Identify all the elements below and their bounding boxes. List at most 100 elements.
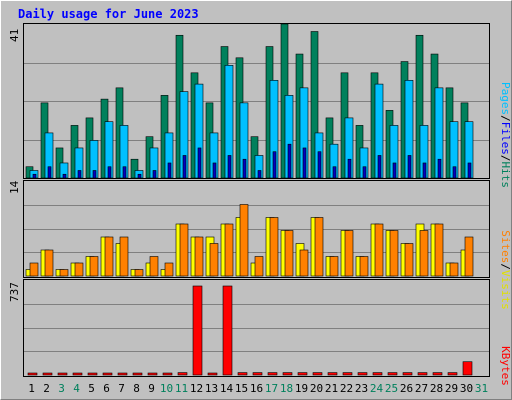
x-tick-18: 18	[280, 382, 293, 395]
bar-kbytes-21	[327, 372, 338, 376]
bar-pages-8	[137, 173, 142, 179]
legend-sep-3: /	[499, 263, 512, 270]
bar-pages-27	[422, 162, 427, 179]
bar-sites-25	[389, 230, 399, 277]
middle-ymax-label: 14	[8, 180, 21, 194]
bar-sites-20	[314, 217, 324, 277]
x-tick-19: 19	[295, 382, 308, 395]
bar-kbytes-1	[27, 372, 38, 376]
x-tick-8: 8	[133, 382, 140, 395]
bar-sites-19	[299, 249, 309, 277]
bar-kbytes-29	[447, 372, 458, 376]
legend-top: Pages/Files/Hits	[499, 82, 512, 188]
bar-kbytes-12	[192, 285, 203, 376]
legend-visits: Visits	[499, 270, 512, 310]
bar-pages-19	[302, 147, 307, 179]
x-tick-30: 30	[460, 382, 473, 395]
bar-sites-4	[74, 262, 84, 277]
x-tick-13: 13	[205, 382, 218, 395]
chart-title: Daily usage for June 2023	[18, 7, 199, 21]
bar-sites-5	[89, 256, 99, 277]
x-tick-31: 31	[475, 382, 488, 395]
x-tick-14: 14	[220, 382, 234, 395]
bar-sites-21	[329, 256, 339, 277]
legend-bottom: KBytes	[499, 346, 512, 386]
bar-sites-3	[59, 269, 69, 277]
bar-kbytes-5	[87, 372, 98, 376]
bar-pages-1	[32, 173, 37, 179]
bar-kbytes-18	[282, 372, 293, 376]
bar-sites-12	[194, 236, 204, 277]
bar-sites-11	[179, 223, 189, 277]
bar-sites-9	[149, 256, 159, 277]
bar-kbytes-7	[117, 372, 128, 376]
x-tick-20: 20	[310, 382, 323, 395]
bar-kbytes-6	[102, 372, 113, 376]
bar-pages-14	[227, 155, 232, 179]
bar-hits-20	[310, 31, 319, 179]
bar-sites-1	[29, 262, 39, 277]
legend-hits: Hits	[499, 162, 512, 189]
bar-pages-17	[272, 151, 277, 179]
bar-kbytes-26	[402, 372, 413, 376]
bar-kbytes-28	[432, 372, 443, 376]
bar-kbytes-24	[372, 372, 383, 376]
bar-sites-27	[419, 230, 429, 277]
bar-pages-2	[47, 166, 52, 179]
bar-kbytes-15	[237, 372, 248, 376]
x-tick-3: 3	[58, 382, 65, 395]
bar-pages-25	[392, 162, 397, 179]
bar-pages-30	[467, 162, 472, 179]
bar-sites-15	[239, 204, 249, 277]
x-tick-9: 9	[148, 382, 155, 395]
x-tick-23: 23	[355, 382, 368, 395]
bar-sites-29	[449, 262, 459, 277]
bar-pages-29	[452, 166, 457, 179]
bar-sites-26	[404, 243, 414, 277]
bar-kbytes-22	[342, 372, 353, 376]
bar-pages-21	[332, 166, 337, 179]
bar-hits-8	[130, 158, 139, 179]
bar-kbytes-8	[132, 372, 143, 376]
bar-kbytes-20	[312, 372, 323, 376]
x-tick-29: 29	[445, 382, 458, 395]
bar-sites-24	[374, 223, 384, 277]
bar-sites-14	[224, 223, 234, 277]
bar-kbytes-19	[297, 372, 308, 376]
bar-sites-17	[269, 217, 279, 277]
bar-pages-9	[152, 170, 157, 179]
legend-kbytes: KBytes	[499, 346, 512, 386]
x-tick-7: 7	[118, 382, 125, 395]
legend-sites: Sites	[499, 230, 512, 263]
bar-sites-8	[134, 269, 144, 277]
bar-pages-10	[167, 162, 172, 179]
x-tick-28: 28	[430, 382, 443, 395]
bar-kbytes-25	[387, 372, 398, 376]
bottom-ymax-label: 737	[8, 282, 21, 302]
bar-kbytes-16	[252, 372, 263, 376]
x-tick-6: 6	[103, 382, 110, 395]
bar-pages-16	[257, 170, 262, 179]
bar-sites-16	[254, 256, 264, 277]
x-tick-27: 27	[415, 382, 428, 395]
bar-kbytes-2	[42, 372, 53, 376]
bar-pages-7	[122, 166, 127, 179]
x-tick-21: 21	[325, 382, 338, 395]
bar-pages-5	[92, 170, 97, 179]
legend-sep-1: /	[499, 115, 512, 122]
bars	[25, 23, 474, 376]
bar-kbytes-3	[57, 372, 68, 376]
bar-pages-24	[377, 155, 382, 179]
bar-kbytes-4	[72, 372, 83, 376]
bar-sites-6	[104, 236, 114, 277]
bar-pages-22	[347, 158, 352, 179]
x-tick-16: 16	[250, 382, 263, 395]
bar-sites-28	[434, 223, 444, 277]
x-tick-24: 24	[370, 382, 384, 395]
x-tick-17: 17	[265, 382, 278, 395]
bar-kbytes-17	[267, 372, 278, 376]
bar-sites-18	[284, 230, 294, 277]
bar-sites-30	[464, 236, 474, 277]
bar-pages-20	[317, 151, 322, 179]
x-tick-22: 22	[340, 382, 353, 395]
